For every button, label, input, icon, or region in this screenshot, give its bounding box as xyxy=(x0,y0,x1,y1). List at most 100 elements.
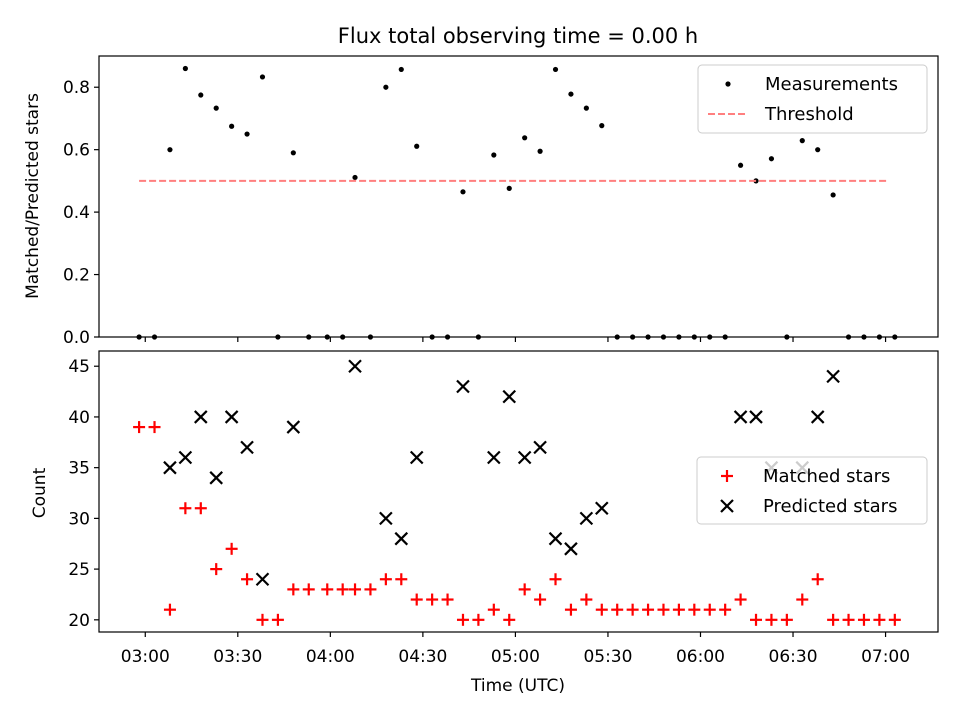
predicted-star-point xyxy=(548,531,563,546)
matched-star-point xyxy=(564,603,577,616)
matched-star-point xyxy=(857,613,870,626)
bottom-legend-box xyxy=(696,456,928,525)
legend-measurements-label: Measurements xyxy=(765,74,898,95)
matched-star-point xyxy=(256,613,269,626)
matched-star-point xyxy=(441,593,454,606)
y-tick-label: 0.0 xyxy=(63,328,90,348)
x-tick-label: 05:00 xyxy=(491,647,540,667)
matched-star-point xyxy=(719,603,732,616)
bottom-legend: Matched stars Predicted stars xyxy=(696,456,928,525)
predicted-star-point xyxy=(749,410,763,424)
matched-star-point xyxy=(595,603,608,616)
predicted-star-point xyxy=(209,471,223,485)
matched-star-point xyxy=(642,603,655,616)
matched-star-point xyxy=(703,603,716,616)
y-tick-label: 25 xyxy=(68,560,90,580)
matched-star-point xyxy=(657,603,670,616)
measurement-point xyxy=(414,143,420,149)
y-tick-label: 0.2 xyxy=(63,266,90,286)
measurement-point xyxy=(491,152,497,158)
top-y-axis: 0.0 0.2 0.4 0.6 0.8 xyxy=(63,78,99,348)
predicted-star-point xyxy=(379,511,393,526)
legend-predicted-marker xyxy=(720,499,734,513)
y-tick-label: 30 xyxy=(68,509,90,529)
matched-star-point xyxy=(426,593,439,606)
measurement-point xyxy=(522,135,528,141)
predicted-star-point xyxy=(826,369,840,384)
matched-star-point xyxy=(873,613,886,626)
matched-star-point xyxy=(379,573,392,586)
predicted-star-point xyxy=(348,359,362,373)
matched-star-point xyxy=(287,583,300,596)
y-tick-label: 0.4 xyxy=(63,203,90,223)
predicted-star-point xyxy=(517,450,532,465)
matched-star-point xyxy=(163,603,176,616)
predicted-star-point xyxy=(409,450,424,465)
predicted-star-point xyxy=(163,460,177,475)
chart-title: Flux total observing time = 0.00 h xyxy=(338,24,698,48)
x-tick-label: 05:30 xyxy=(583,647,632,667)
matched-star-point xyxy=(225,542,238,555)
measurement-point xyxy=(352,174,358,181)
matched-star-point xyxy=(734,593,747,606)
predicted-star-point xyxy=(224,410,239,424)
top-legend: Measurements Threshold xyxy=(697,64,928,134)
predicted-star-point xyxy=(733,410,748,424)
matched-star-point xyxy=(765,613,778,626)
top-x-axis xyxy=(144,337,887,342)
x-tick-label: 06:30 xyxy=(769,647,818,667)
top-plot-frame xyxy=(98,55,939,338)
matched-star-point xyxy=(503,613,516,626)
matched-star-point xyxy=(534,593,547,606)
matched-star-point xyxy=(796,593,809,606)
matched-star-point xyxy=(364,583,377,596)
matched-star-point xyxy=(580,593,593,606)
bottom-data-layer xyxy=(133,359,901,626)
bottom-x-axis-label: Time (UTC) xyxy=(470,676,565,696)
predicted-star-point xyxy=(194,410,208,424)
bottom-y-axis: 20 25 30 35 40 45 xyxy=(68,357,99,631)
measurement-point xyxy=(537,148,543,154)
x-tick-label: 03:00 xyxy=(121,647,170,667)
predicted-star-point xyxy=(564,542,578,556)
measurement-point xyxy=(398,66,404,73)
predicted-star-point xyxy=(487,450,501,465)
matched-star-point xyxy=(842,613,855,626)
y-tick-label: 0.8 xyxy=(63,78,90,98)
measurement-point xyxy=(568,91,574,97)
y-tick-label: 40 xyxy=(68,408,90,428)
predicted-star-point xyxy=(595,501,609,516)
matched-star-point xyxy=(472,613,485,626)
matched-star-point xyxy=(194,502,207,515)
measurement-point xyxy=(259,74,266,80)
legend-predicted-label: Predicted stars xyxy=(763,496,897,517)
matched-star-point xyxy=(148,421,161,434)
measurement-point xyxy=(768,156,775,162)
measurement-point xyxy=(182,65,188,72)
matched-star-point xyxy=(241,573,254,586)
matched-star-point xyxy=(349,583,362,596)
matched-star-point xyxy=(271,613,284,626)
top-y-axis-label: Matched/Predicted stars xyxy=(23,93,43,299)
measurement-point xyxy=(830,192,836,198)
matched-star-point xyxy=(611,603,624,616)
measurement-point xyxy=(815,147,821,153)
measurement-point xyxy=(799,138,805,144)
x-tick-label: 06:00 xyxy=(676,647,725,667)
top-panel: Flux total observing time = 0.00 h 0.0 0.… xyxy=(23,24,939,348)
measurement-point xyxy=(198,92,204,98)
matched-star-point xyxy=(456,613,469,626)
measurement-point xyxy=(244,131,250,137)
predicted-star-point xyxy=(240,440,254,455)
y-tick-label: 20 xyxy=(68,611,90,631)
x-tick-label: 03:30 xyxy=(213,647,262,667)
matched-star-point xyxy=(410,593,423,606)
matched-star-point xyxy=(518,583,531,596)
matched-star-point xyxy=(750,613,763,626)
measurement-point xyxy=(583,105,589,111)
legend-threshold-label: Threshold xyxy=(764,104,854,125)
predicted-star-point xyxy=(255,572,270,587)
measurement-point xyxy=(229,123,235,129)
matched-star-point xyxy=(626,603,639,616)
